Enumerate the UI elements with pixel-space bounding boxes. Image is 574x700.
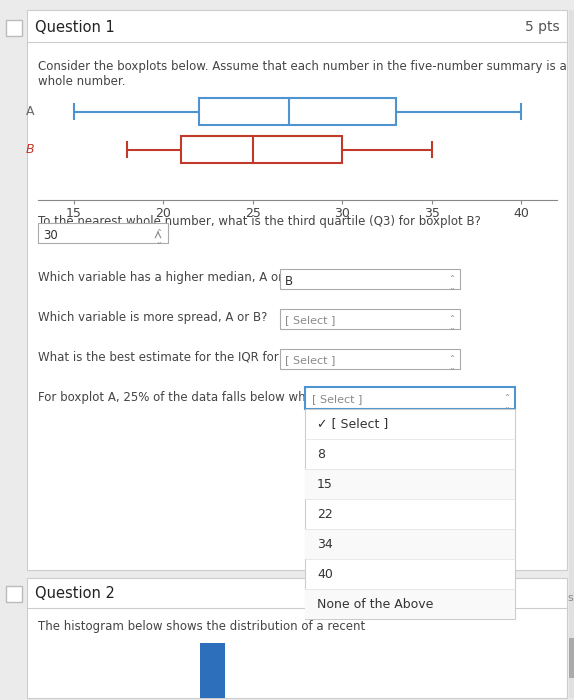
Bar (280, 269, 460, 289)
Bar (305, 469, 515, 499)
Text: 40: 40 (317, 568, 333, 580)
Text: ⌄: ⌄ (503, 402, 510, 411)
Text: ⌃: ⌃ (503, 394, 510, 403)
Bar (27, 10, 567, 570)
Bar (305, 529, 515, 559)
Text: [ Select ]: [ Select ] (285, 315, 335, 325)
Bar (305, 409, 515, 619)
Text: 34: 34 (317, 538, 333, 550)
Bar (200, 643, 225, 698)
Text: Which variable is more spread, A or B?: Which variable is more spread, A or B? (38, 311, 267, 324)
Text: whole number.: whole number. (38, 75, 126, 88)
Text: For boxplot A, 25% of the data falls below what value?: For boxplot A, 25% of the data falls bel… (38, 391, 360, 404)
Bar (38, 223, 168, 243)
Bar (6, 20, 22, 36)
Text: Question 1: Question 1 (35, 20, 115, 35)
Text: B: B (285, 275, 293, 288)
Text: The histogram below shows the distribution of a recent: The histogram below shows the distributi… (38, 620, 365, 633)
Text: 30: 30 (43, 229, 58, 242)
Text: s: s (567, 593, 573, 603)
Bar (280, 349, 460, 369)
Text: What is the best estimate for the IQR for B?: What is the best estimate for the IQR fo… (38, 351, 297, 364)
Text: [ Select ]: [ Select ] (312, 394, 362, 404)
Text: To the nearest whole number, what is the third quartile (Q3) for boxplot B?: To the nearest whole number, what is the… (38, 215, 481, 228)
Bar (199, 98, 396, 125)
Text: ⌃: ⌃ (448, 315, 455, 324)
Bar (280, 309, 460, 329)
Text: ✓ [ Select ]: ✓ [ Select ] (317, 417, 388, 430)
Text: Consider the boxplots below. Assume that each number in the five-number summary : Consider the boxplots below. Assume that… (38, 60, 567, 73)
Text: ⌄: ⌄ (448, 283, 455, 292)
Text: 22: 22 (317, 508, 333, 521)
Text: ⌃: ⌃ (448, 355, 455, 364)
Text: ⌃: ⌃ (155, 229, 162, 238)
Bar (181, 136, 342, 163)
Text: Which variable has a higher median, A or B?: Which variable has a higher median, A or… (38, 271, 301, 284)
Text: 5 pts: 5 pts (525, 20, 560, 34)
Bar (6, 586, 22, 602)
Text: 15: 15 (317, 477, 333, 491)
Text: ⌃: ⌃ (448, 275, 455, 284)
Text: ⌄: ⌄ (155, 237, 162, 246)
Bar (569, 10, 574, 698)
Text: Question 2: Question 2 (35, 586, 115, 601)
Text: ⌄: ⌄ (448, 363, 455, 372)
Bar (305, 589, 515, 619)
Bar (569, 638, 574, 678)
Text: A: A (26, 105, 34, 118)
Text: 8: 8 (317, 447, 325, 461)
Text: [ Select ]: [ Select ] (285, 355, 335, 365)
Text: ⌄: ⌄ (448, 323, 455, 332)
Text: None of the Above: None of the Above (317, 598, 433, 610)
Text: B: B (26, 144, 34, 156)
Bar (305, 387, 515, 409)
Bar (27, 578, 567, 698)
